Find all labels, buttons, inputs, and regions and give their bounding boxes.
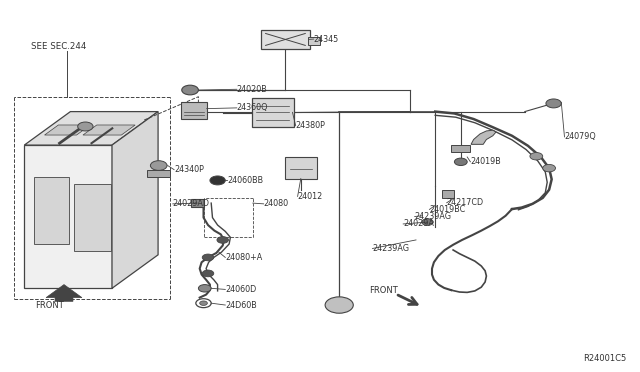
Text: 24239AG: 24239AG: [372, 244, 410, 253]
Circle shape: [150, 161, 167, 170]
Text: 24029AD: 24029AD: [173, 199, 210, 208]
Circle shape: [202, 270, 214, 277]
Polygon shape: [471, 130, 496, 144]
Text: 24019BC: 24019BC: [429, 205, 466, 214]
Circle shape: [422, 219, 433, 225]
Polygon shape: [451, 145, 470, 152]
Polygon shape: [181, 102, 207, 119]
Text: 24020B: 24020B: [237, 85, 268, 94]
FancyBboxPatch shape: [285, 157, 317, 179]
Text: FRONT: FRONT: [36, 301, 64, 310]
Text: R24001C5: R24001C5: [582, 354, 626, 363]
Text: 24079Q: 24079Q: [564, 132, 596, 141]
Circle shape: [210, 176, 225, 185]
Text: 24019B: 24019B: [470, 157, 501, 166]
Polygon shape: [191, 199, 204, 207]
Polygon shape: [34, 177, 69, 244]
FancyBboxPatch shape: [252, 98, 294, 127]
Text: SEE SEC.244: SEE SEC.244: [31, 42, 86, 51]
Circle shape: [77, 122, 93, 131]
Polygon shape: [24, 112, 158, 145]
Polygon shape: [74, 184, 111, 251]
Text: 24060BB: 24060BB: [227, 176, 263, 185]
Circle shape: [198, 285, 211, 292]
Text: 24060D: 24060D: [225, 285, 257, 294]
Text: 24080: 24080: [264, 199, 289, 208]
Text: 24360Q: 24360Q: [237, 103, 268, 112]
Text: 24217CD: 24217CD: [447, 198, 484, 207]
Text: 24012: 24012: [298, 192, 323, 201]
Circle shape: [530, 153, 543, 160]
Circle shape: [217, 237, 228, 243]
Text: 24380P: 24380P: [296, 121, 326, 130]
Polygon shape: [83, 125, 135, 135]
Circle shape: [200, 301, 207, 305]
Circle shape: [202, 254, 214, 261]
Polygon shape: [46, 285, 82, 301]
Text: 24345: 24345: [314, 35, 339, 44]
Text: 24080+A: 24080+A: [225, 253, 262, 262]
Polygon shape: [112, 112, 158, 288]
Polygon shape: [24, 145, 112, 288]
Polygon shape: [308, 37, 320, 45]
Circle shape: [543, 164, 556, 172]
Circle shape: [454, 158, 467, 166]
FancyBboxPatch shape: [261, 30, 310, 49]
Text: 24D60B: 24D60B: [225, 301, 257, 310]
Text: 24029A: 24029A: [403, 219, 434, 228]
Text: FRONT: FRONT: [370, 286, 398, 295]
Polygon shape: [147, 170, 170, 177]
Circle shape: [546, 99, 561, 108]
Circle shape: [182, 85, 198, 95]
Text: 24239AG: 24239AG: [415, 212, 452, 221]
Text: 24340P: 24340P: [174, 165, 204, 174]
Circle shape: [325, 297, 353, 313]
Polygon shape: [442, 190, 454, 198]
Polygon shape: [45, 125, 90, 135]
